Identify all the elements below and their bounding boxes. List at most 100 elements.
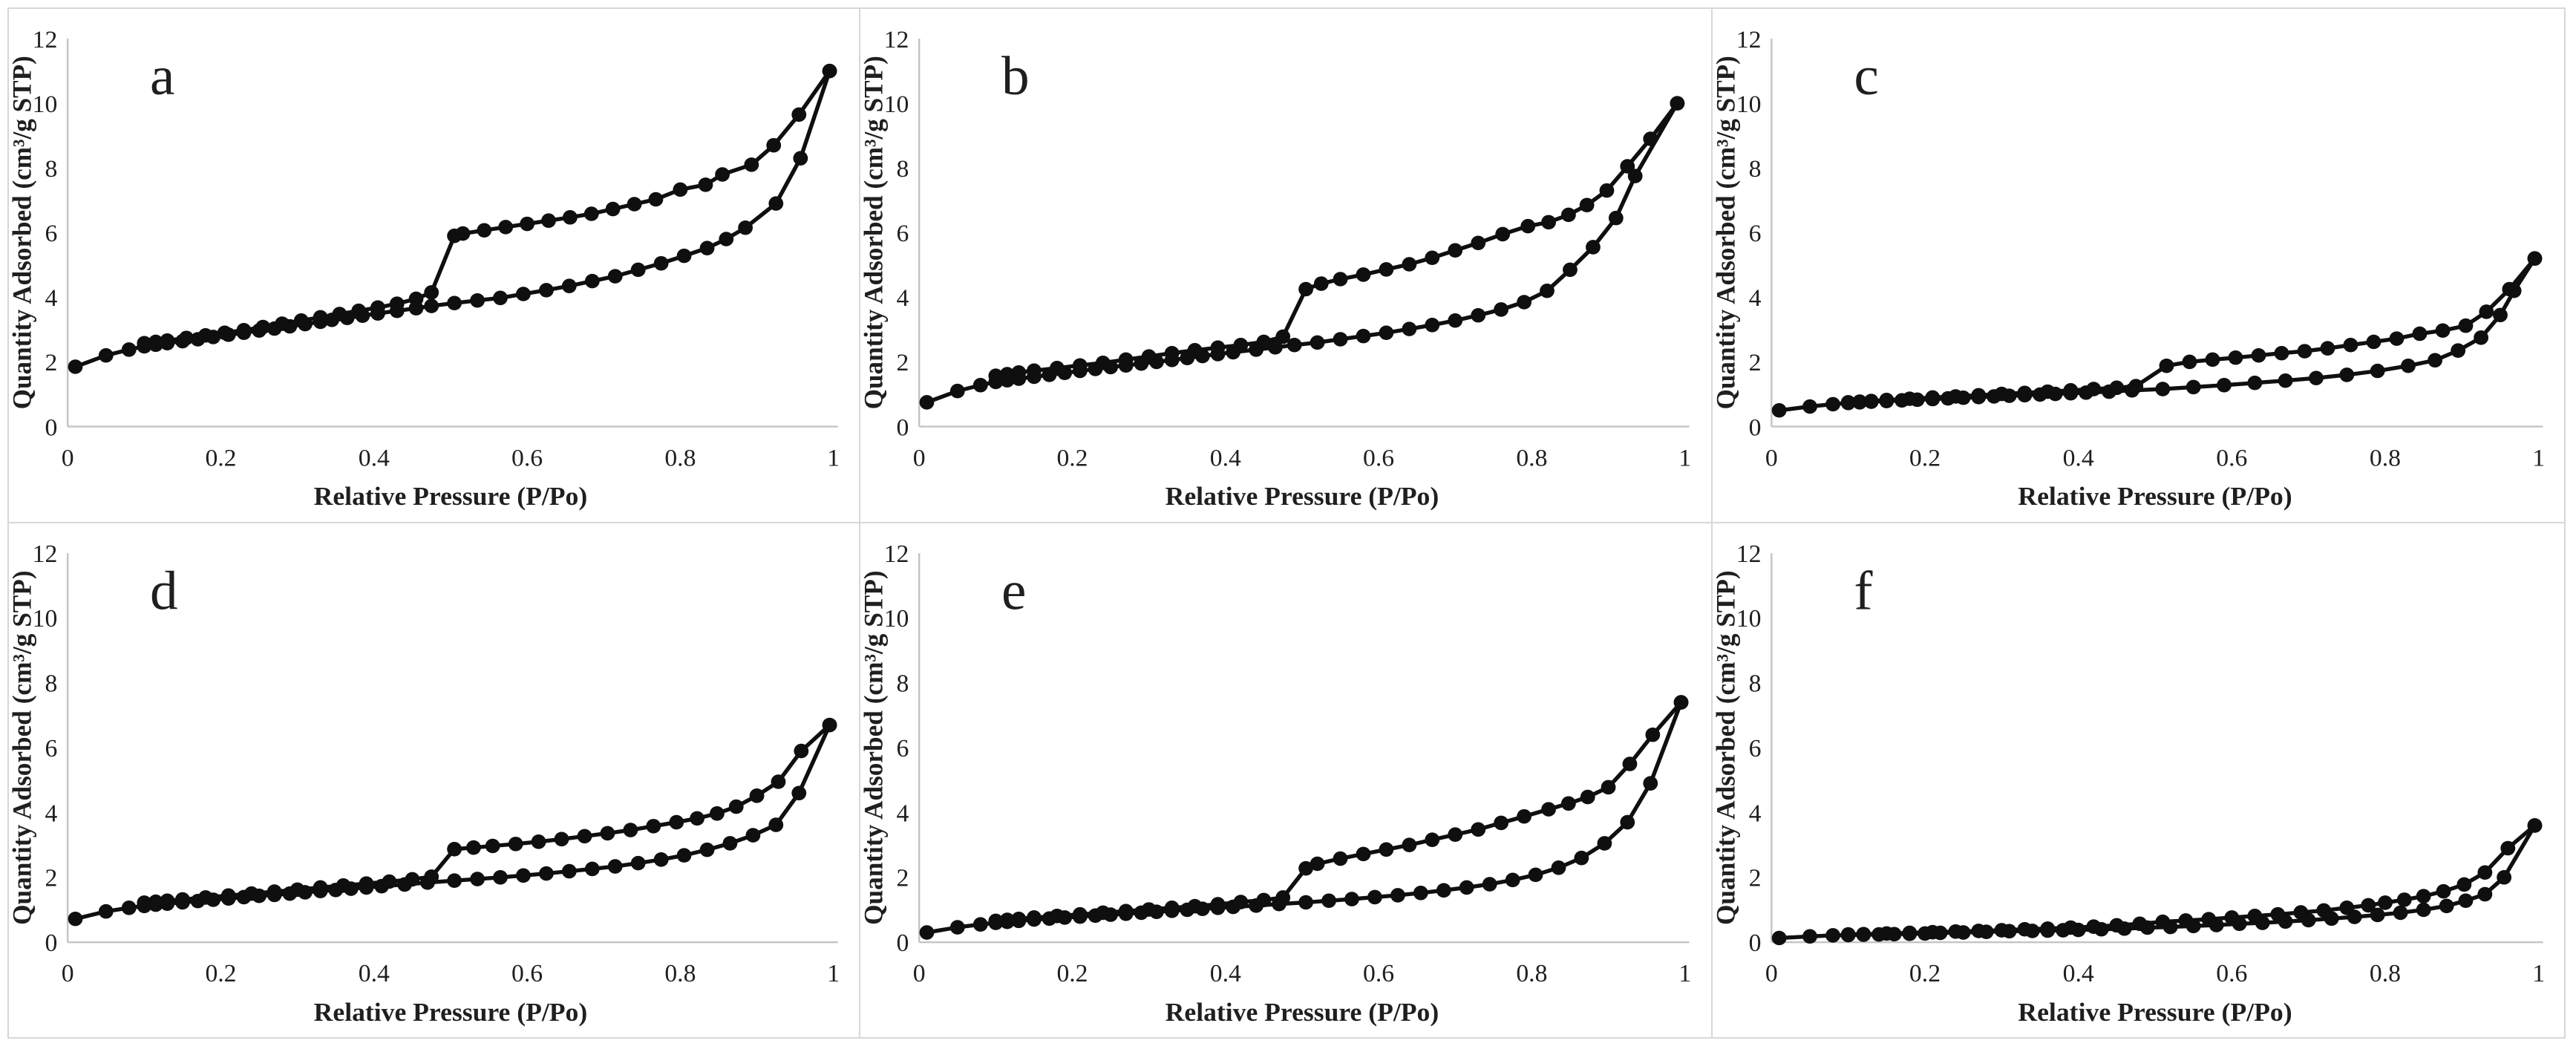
panel-grid: 0 2 4 6 8 10 12 0 0.2 0.4 0.6 0.8 1 Relative Pressure… (9, 9, 2564, 1037)
desorption-data-point-marker (709, 805, 725, 821)
desorption-data-point-marker (1233, 338, 1249, 353)
adsorption-data-point-marker (1425, 318, 1440, 333)
adsorption-data-point-marker (653, 255, 669, 271)
y-axis-title: Quantity Adsorbed (cm³/g STP) (860, 56, 889, 409)
desorption-data-point-marker (794, 743, 809, 758)
adsorption-data-point-marker (1333, 332, 1348, 347)
adsorption-data-point-marker (1609, 210, 1624, 226)
desorption-data-point-marker (2247, 908, 2262, 924)
desorption-data-point-marker (1356, 846, 1371, 861)
desorption-data-point-marker (577, 829, 592, 843)
desorption-data-point-marker (2040, 921, 2055, 936)
desorption-data-point-marker (673, 182, 688, 197)
adsorption-data-point-marker (2216, 378, 2232, 393)
desorption-data-point-marker (1948, 924, 1963, 939)
desorption-data-point-marker (175, 892, 190, 906)
x-tick-label: 0 (913, 444, 926, 471)
y-tick-label: 12 (33, 540, 58, 568)
desorption-data-point-marker (1425, 250, 1440, 266)
desorption-data-point-marker (646, 818, 661, 834)
adsorption-data-point-marker (584, 273, 600, 289)
isotherm-chart-c: 0 2 4 6 8 10 12 0 0.2 0.4 0.6 0.8 1 Relative Pressure… (1713, 26, 2545, 511)
x-tick-label: 0.2 (205, 960, 236, 987)
panel-letter: a (150, 46, 174, 107)
adsorption-data-point-marker (919, 924, 935, 940)
adsorption-data-point-marker (1528, 867, 1543, 882)
x-tick-label: 0.2 (1057, 444, 1088, 471)
y-tick-label: 10 (1736, 605, 1761, 633)
x-tick-label: 0.4 (1210, 444, 1241, 471)
adsorption-data-point-marker (2155, 382, 2170, 396)
desorption-data-point-marker (236, 322, 252, 338)
y-tick-label: 0 (45, 929, 58, 957)
x-axis-title: Relative Pressure (P/Po) (2018, 997, 2292, 1027)
desorption-data-point-marker (1256, 334, 1272, 350)
adsorption-data-point-marker (793, 151, 808, 166)
adsorption-data-point-marker (676, 248, 692, 264)
adsorption-data-point-marker (121, 900, 137, 915)
y-tick-label: 4 (45, 284, 58, 312)
desorption-data-point-marker (1402, 257, 1417, 272)
desorption-data-point-marker (2502, 281, 2517, 297)
isotherm-chart-b: 0 2 4 6 8 10 12 0 0.2 0.4 0.6 0.8 1 Relative Pressure… (860, 26, 1691, 511)
adsorption-data-point-marker (1586, 240, 1601, 255)
x-tick-label: 1 (2532, 445, 2545, 472)
desorption-data-point-marker (508, 836, 523, 852)
desorption-data-point-marker (1298, 860, 1314, 875)
adsorption-data-point-marker (2458, 892, 2474, 908)
adsorption-data-point-marker (561, 278, 577, 293)
x-tick-label: 0 (1765, 960, 1778, 987)
desorption-data-point-marker (766, 137, 782, 153)
adsorption-data-point-marker (676, 847, 692, 863)
adsorption-data-point-marker (1402, 321, 1417, 336)
desorption-data-point-marker (2320, 341, 2335, 356)
adsorption-data-point-marker (1310, 335, 1325, 350)
y-tick-label: 4 (897, 284, 909, 312)
desorption-data-point-marker (1520, 218, 1536, 234)
desorption-data-point-marker (485, 838, 500, 853)
desorption-data-point-marker (749, 788, 765, 803)
desorption-data-point-marker (1256, 892, 1272, 907)
desorption-data-point-marker (313, 310, 328, 325)
desorption-data-point-marker (1840, 395, 1856, 410)
x-tick-label: 0.4 (1210, 960, 1241, 987)
desorption-data-point-marker (137, 895, 152, 910)
desorption-data-point-marker (1165, 900, 1180, 915)
adsorption-data-point-marker (2308, 370, 2324, 385)
adsorption-data-point-marker (2370, 363, 2385, 379)
desorption-data-point-marker (1096, 905, 1111, 920)
x-tick-label: 0 (62, 444, 74, 471)
desorption-data-point-marker (447, 228, 462, 244)
panel-letter: f (1854, 560, 1872, 621)
adsorption-data-point-marker (1298, 895, 1314, 909)
adsorption-data-point-marker (719, 232, 734, 246)
isotherm-chart-e: 0 2 4 6 8 10 12 0 0.2 0.4 0.6 0.8 1 Relative Pressure… (860, 540, 1691, 1027)
adsorption-data-point-marker (2450, 343, 2465, 358)
x-axis-title: Relative Pressure (P/Po) (2018, 481, 2292, 511)
desorption-data-point-marker (424, 285, 439, 300)
adsorption-curve (73, 722, 832, 921)
x-tick-label: 0.8 (1517, 960, 1548, 987)
adsorption-data-point-marker (1344, 891, 1360, 906)
y-tick-label: 8 (1748, 670, 1761, 697)
desorption-data-point-marker (1856, 927, 1871, 941)
adsorption-data-point-marker (2278, 373, 2293, 388)
adsorption-data-point-marker (424, 298, 439, 313)
desorption-data-point-marker (1210, 340, 1226, 356)
y-tick-label: 0 (897, 929, 909, 957)
y-tick-label: 4 (1748, 284, 1761, 312)
y-axis-title: Quantity Adsorbed (cm³/g STP) (9, 570, 37, 924)
x-tick-label: 1 (827, 960, 840, 987)
adsorption-data-point-marker (1643, 775, 1658, 791)
y-axis-title: Quantity Adsorbed (cm³/g STP) (1713, 570, 1741, 925)
desorption-data-point-marker (2316, 903, 2331, 918)
desorption-data-point-marker (179, 330, 194, 345)
desorption-data-point-marker (198, 889, 213, 905)
adsorption-data-point-marker (493, 869, 508, 885)
desorption-data-point-marker (498, 220, 514, 235)
y-tick-label: 10 (33, 605, 58, 633)
y-tick-label: 6 (45, 220, 58, 247)
desorption-data-point-marker (2159, 358, 2174, 373)
desorption-data-point-marker (2339, 900, 2354, 915)
desorption-data-point-marker (1333, 851, 1348, 866)
